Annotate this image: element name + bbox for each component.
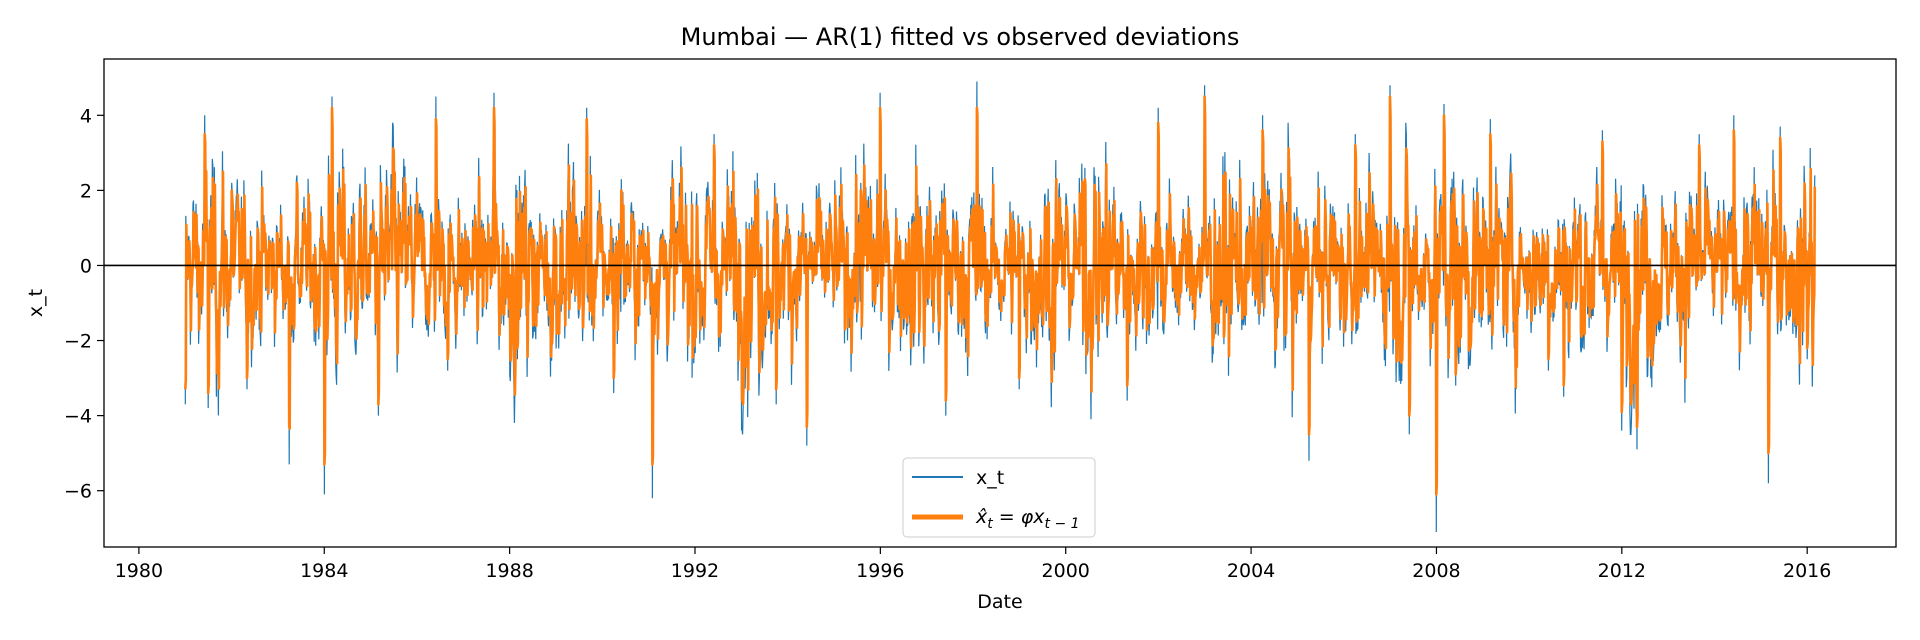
y-axis-label: x_t (25, 289, 47, 317)
y-tick-label: −4 (64, 406, 92, 428)
x-tick-label: 2008 (1412, 560, 1460, 582)
y-axis-ticks: 4 2 0 −2 −4 −6 (64, 105, 104, 503)
x-tick-label: 2004 (1227, 560, 1275, 582)
series-line-fitted (184, 95, 1817, 496)
x-axis-label: Date (977, 591, 1022, 613)
legend: x_t x̂t = φxt − 1 (902, 457, 1096, 538)
y-tick-label: 4 (80, 105, 92, 127)
plot-frame (103, 58, 1897, 548)
y-tick-label: −2 (64, 331, 92, 353)
x-tick-label: 1992 (671, 560, 719, 582)
x-tick-label: 2016 (1783, 560, 1831, 582)
y-tick-label: 2 (80, 180, 92, 202)
x-tick-label: 2012 (1598, 560, 1646, 582)
legend-label-observed: x_t (976, 467, 1004, 489)
x-tick-label: 1988 (485, 560, 533, 582)
chart-title: Mumbai — AR(1) fitted vs observed deviat… (681, 23, 1240, 51)
x-tick-label: 2000 (1042, 560, 1090, 582)
x-axis-ticks: 1980 1984 1988 1992 1996 2000 2004 2008 2012 2016 (115, 547, 1831, 582)
x-tick-label: 1984 (300, 560, 348, 582)
series-layer (184, 81, 1817, 533)
legend-label-fitted: x̂t = φxt − 1 (975, 506, 1080, 532)
x-tick-label: 1996 (856, 560, 904, 582)
y-tick-label: 0 (80, 255, 92, 277)
x-tick-label: 1980 (115, 560, 163, 582)
y-tick-label: −6 (64, 481, 92, 503)
